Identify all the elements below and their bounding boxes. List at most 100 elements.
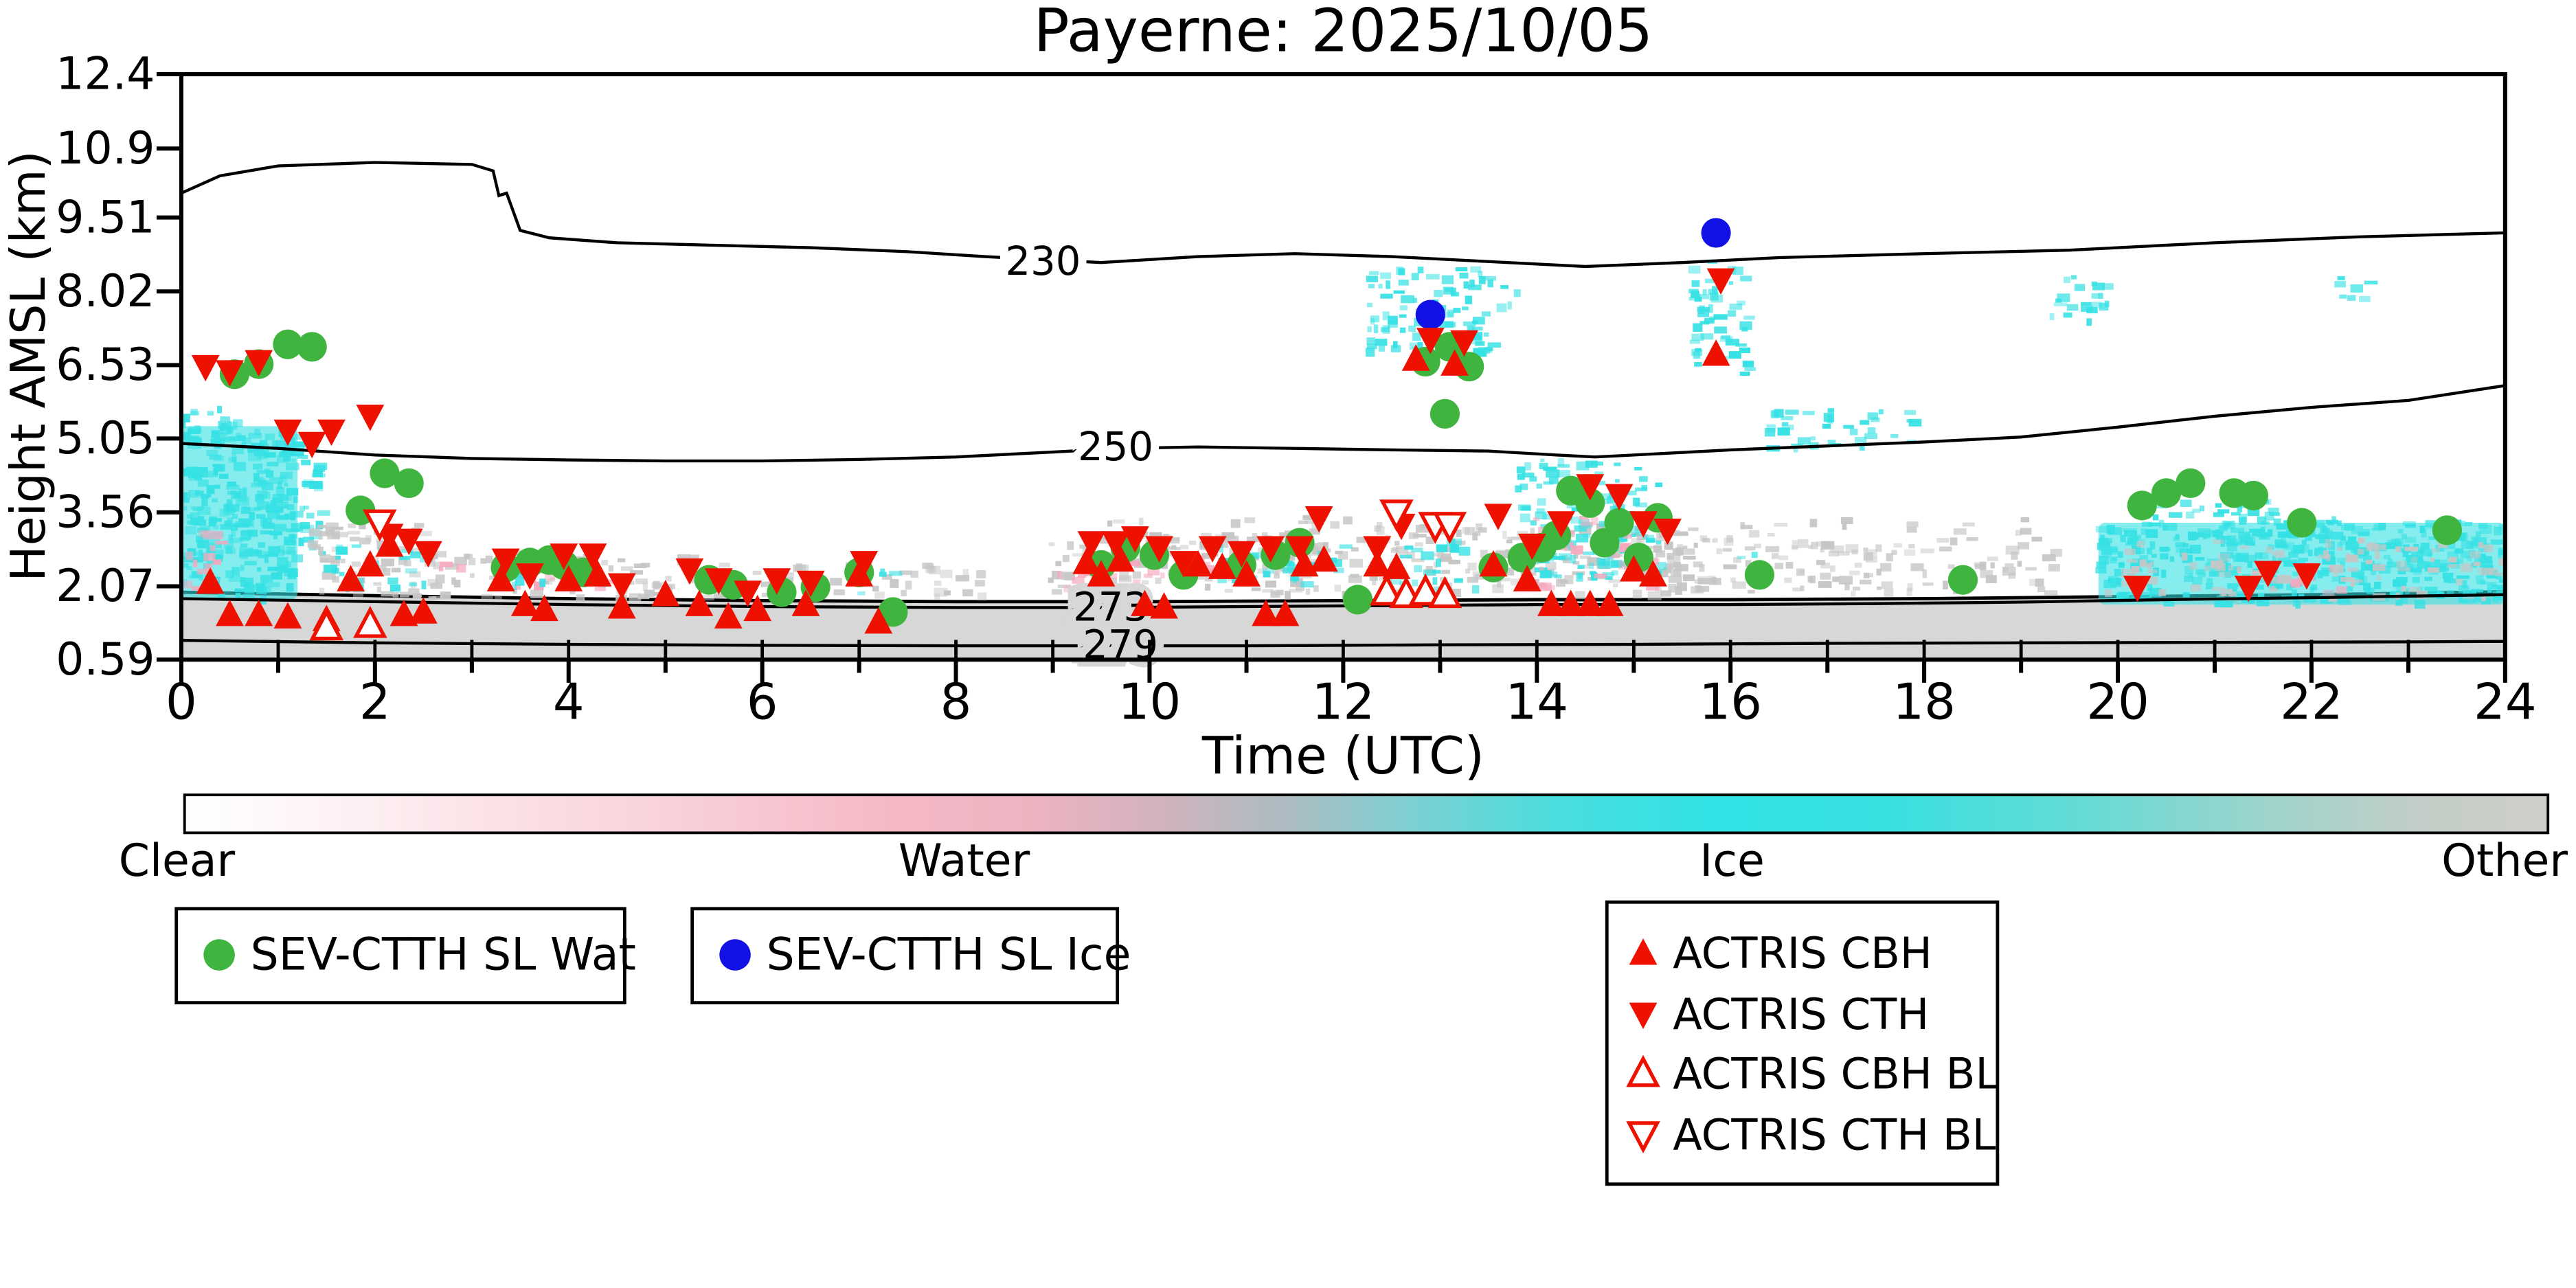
actris-cbh-point bbox=[273, 602, 302, 629]
actris-cth-point bbox=[675, 558, 704, 585]
actris-cbh-point bbox=[1440, 349, 1469, 376]
y-tick-label: 8.02 bbox=[56, 266, 155, 317]
sev-ctth-sl-wat-point bbox=[878, 597, 908, 627]
colorbar-label-ice: Ice bbox=[1699, 835, 1765, 887]
actris-cbh-point bbox=[196, 567, 225, 594]
x-tick-label: 12 bbox=[1312, 673, 1375, 731]
cloud-patch-other bbox=[1678, 517, 2042, 553]
cloud-patch-ice bbox=[1389, 539, 1480, 594]
actris-cbh-point bbox=[337, 565, 365, 591]
sev-ctth-sl-wat-point bbox=[2238, 480, 2269, 511]
colorbar-label-clear: Clear bbox=[119, 835, 236, 887]
actris-cbh-point bbox=[511, 589, 539, 616]
actris-cth-point bbox=[1227, 541, 1256, 568]
actris-cbh-point bbox=[1184, 550, 1212, 577]
y-axis-label: Height AMSL (km) bbox=[1, 150, 56, 581]
sev-ctth-sl-wat-point bbox=[1342, 585, 1373, 615]
actris-cth-point bbox=[1517, 533, 1546, 561]
cloud-patch-other bbox=[1667, 536, 2062, 597]
sev-ctth-sl-ice-point bbox=[1415, 300, 1445, 330]
actris-cbh-point bbox=[1072, 547, 1101, 574]
actris-cbh-point bbox=[1513, 565, 1541, 591]
actris-cth-point bbox=[607, 573, 636, 600]
sev-ctth-sl-wat-point bbox=[2151, 478, 2182, 508]
sev-ctth-sl-wat-point bbox=[1430, 398, 1460, 429]
sev-ctth-sl-wat-point bbox=[2176, 468, 2206, 499]
sev-ctth-sl-wat-point bbox=[2432, 515, 2462, 545]
actris-cth-point bbox=[1605, 484, 1634, 511]
actris-cbh-point bbox=[714, 602, 743, 629]
sev-ctth-sl-ice-point bbox=[1701, 218, 1731, 248]
legend-wat-label: SEV-CTTH SL Wat bbox=[251, 929, 636, 981]
actris-cbh-point bbox=[1232, 560, 1261, 587]
actris-cth-point bbox=[1285, 536, 1314, 563]
actris-cth-point bbox=[1484, 504, 1513, 530]
actris-cth-point bbox=[1145, 536, 1174, 563]
actris-cth-point bbox=[1077, 531, 1106, 558]
series-actris-cth-bl bbox=[362, 499, 1467, 544]
legend-ice-label: SEV-CTTH SL Ice bbox=[767, 929, 1131, 981]
sev-ctth-sl-wat-point bbox=[273, 329, 303, 359]
actris-cth-point bbox=[394, 528, 423, 556]
actris-cth-point bbox=[216, 360, 244, 387]
actris-cth-point bbox=[2234, 576, 2263, 602]
actris-cth-point bbox=[414, 541, 442, 568]
y-tick-label: 0.59 bbox=[56, 634, 155, 686]
actris-cbh-bl-point bbox=[309, 608, 344, 641]
actris-cbh-point bbox=[1557, 589, 1585, 616]
actris-cbh-point bbox=[1702, 339, 1730, 366]
actris-cbh-point bbox=[864, 607, 893, 634]
water-dot-icon bbox=[203, 939, 235, 971]
cloud-patch-other bbox=[1302, 515, 1353, 531]
actris-cbh-point bbox=[245, 599, 273, 626]
x-tick-label: 10 bbox=[1118, 673, 1182, 731]
actris-cth-point bbox=[1101, 531, 1130, 558]
actris-cbh-point bbox=[685, 589, 714, 616]
actris-cbh-point bbox=[1252, 599, 1280, 626]
x-tick-label: 4 bbox=[553, 673, 585, 731]
actris-cth-point bbox=[317, 419, 346, 447]
actris-cth-point bbox=[1256, 536, 1285, 563]
actris-cbh-bl-point bbox=[1369, 573, 1404, 606]
actris-cth-bl-point bbox=[362, 509, 397, 542]
actris-cbh-point bbox=[1150, 592, 1178, 619]
colorbar bbox=[183, 793, 2550, 835]
actris-cbh-point bbox=[1479, 550, 1508, 577]
y-tick-label: 12.4 bbox=[56, 49, 155, 100]
y-tick-label: 6.53 bbox=[56, 339, 155, 391]
colorbar-label-other: Other bbox=[2441, 835, 2568, 887]
series-actris-cth bbox=[191, 268, 2321, 607]
cbh-triangle-icon bbox=[1629, 938, 1658, 965]
sev-ctth-sl-wat-point bbox=[1947, 565, 1978, 595]
cloud-patch-ice bbox=[2334, 275, 2378, 302]
actris-cbh-point bbox=[607, 592, 636, 619]
x-tick-label: 14 bbox=[1505, 673, 1568, 731]
actris-cth-point bbox=[2292, 563, 2321, 590]
actris-cbh-point bbox=[1131, 589, 1159, 616]
contour-label-250: 250 bbox=[1078, 424, 1153, 470]
actris-cbh-bl-point bbox=[1408, 573, 1443, 606]
actris-cth-point bbox=[704, 568, 733, 595]
actris-cth-point bbox=[2123, 576, 2151, 602]
actris-cbh-point bbox=[1576, 589, 1605, 616]
actris-cth-point bbox=[1576, 474, 1605, 501]
sev-ctth-sl-wat-point bbox=[1575, 488, 1605, 518]
actris-cth-point bbox=[297, 431, 326, 459]
actris-cbh-point bbox=[1537, 589, 1566, 616]
actris-cbh-point bbox=[1208, 552, 1236, 579]
cth-bl-triangle-icon bbox=[1626, 1121, 1660, 1153]
cbh-bl-triangle-icon bbox=[1626, 1054, 1660, 1087]
actris-cth-point bbox=[734, 580, 762, 607]
x-tick-label: 8 bbox=[940, 673, 972, 731]
chart-title: Payerne: 2025/10/05 bbox=[1034, 0, 1653, 65]
actris-cbh-point bbox=[1382, 552, 1411, 579]
x-tick-label: 16 bbox=[1699, 673, 1762, 731]
actris-cth-point bbox=[1304, 506, 1333, 533]
legend-cbh-label: ACTRIS CBH bbox=[1673, 928, 1932, 978]
actris-cth-point bbox=[191, 354, 220, 382]
y-tick-label: 10.9 bbox=[56, 123, 155, 174]
contour-250 bbox=[181, 384, 2505, 463]
actris-cth-point bbox=[578, 543, 607, 570]
actris-cbh-bl-point bbox=[353, 605, 387, 638]
